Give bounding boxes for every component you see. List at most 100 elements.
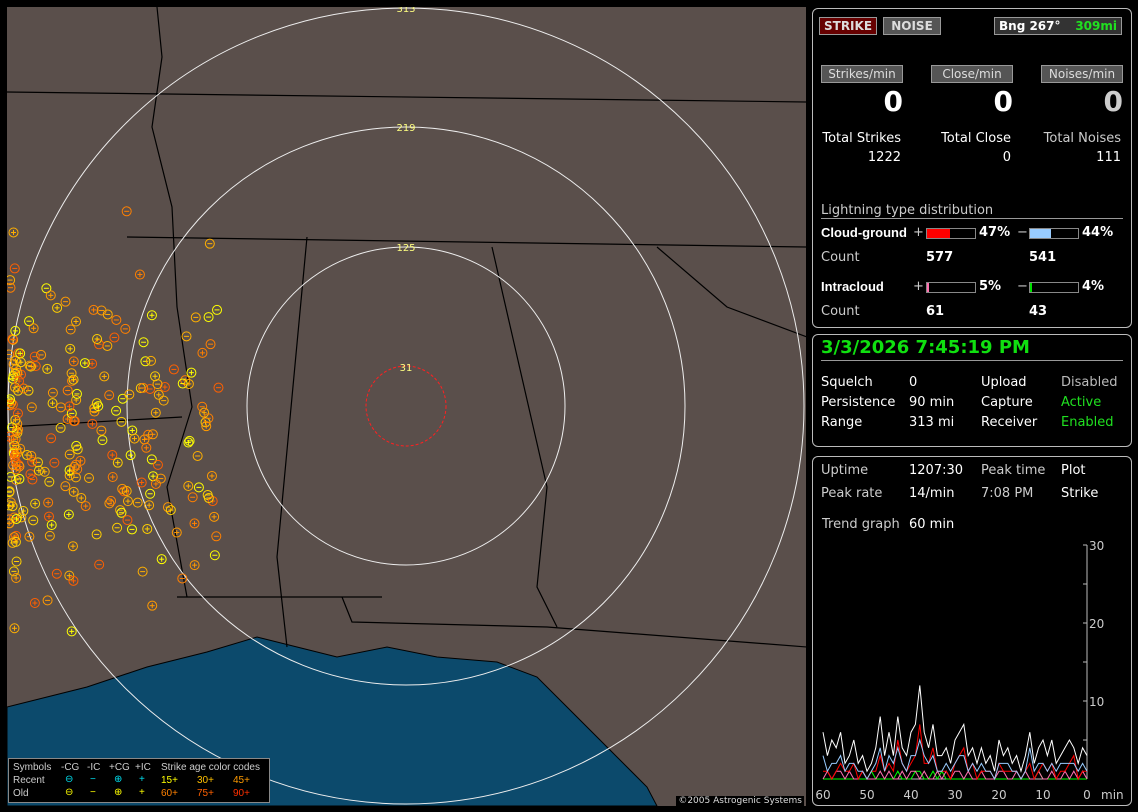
- y-tick-label: 20: [1089, 617, 1104, 631]
- strike-symbol: [72, 464, 83, 475]
- strike-symbol: [42, 363, 53, 374]
- strike-symbol: [79, 358, 90, 369]
- strike-symbol: [189, 560, 200, 571]
- strike-symbol: [122, 515, 133, 526]
- strike-symbol: [11, 556, 22, 567]
- strike-symbol: [96, 425, 107, 436]
- ic-minus-sign: −: [1017, 279, 1028, 294]
- strike-symbol: [27, 474, 38, 485]
- strike-symbol: [106, 495, 117, 506]
- strike-symbol: [64, 449, 75, 460]
- legend-age: 15+: [161, 775, 178, 786]
- noise-button[interactable]: NOISE: [883, 17, 941, 35]
- x-tick-label: 10: [1035, 788, 1050, 802]
- legend-symbol: −: [90, 774, 96, 785]
- trend-panel: Uptime 1207:30 Peak time Plot Peak rate 14/mi…: [812, 456, 1132, 806]
- strike-symbol: [190, 312, 201, 323]
- status-value2: Active: [1061, 395, 1102, 410]
- strike-symbol: [99, 371, 110, 382]
- strike-symbol: [152, 459, 163, 470]
- noises-per-min-value: 0: [1103, 85, 1123, 118]
- strike-symbol: [107, 471, 118, 482]
- cg-positive-bar: [926, 228, 976, 239]
- intracloud-label: Intracloud: [821, 279, 884, 294]
- strikes-per-min-button[interactable]: Strikes/min: [821, 65, 903, 83]
- strike-symbol: [16, 512, 27, 523]
- bearing-readout: Bng 267° 309mi: [994, 17, 1122, 35]
- legend-symbol: +: [139, 787, 145, 798]
- range-label-219: 219: [396, 123, 415, 134]
- strike-button[interactable]: STRIKE: [819, 17, 877, 35]
- range-rings: [7, 7, 805, 805]
- strike-symbol: [24, 316, 35, 327]
- cg-positive-pct: 47%: [979, 225, 1011, 240]
- strike-symbol: [46, 433, 57, 444]
- strike-symbol: [117, 393, 128, 404]
- strike-symbol: [129, 433, 140, 444]
- noises-per-min-button[interactable]: Noises/min: [1041, 65, 1123, 83]
- strike-symbol: [65, 324, 76, 335]
- strike-symbol: [43, 497, 54, 508]
- legend-old-label: Old: [13, 788, 29, 799]
- strike-symbol: [187, 492, 198, 503]
- x-tick-label: 50: [859, 788, 874, 802]
- legend-age: 30+: [197, 775, 214, 786]
- strike-symbol: [70, 472, 81, 483]
- stat-cell: Plot: [1061, 463, 1086, 478]
- strike-symbol: [144, 500, 155, 511]
- total-close-value: 0: [1002, 150, 1011, 165]
- strike-symbol: [121, 206, 132, 217]
- strike-symbol: [24, 531, 35, 542]
- strike-symbol: [68, 416, 79, 427]
- status-label2: Upload: [981, 375, 1027, 390]
- status-value: 90 min: [909, 395, 955, 410]
- strike-symbol: [62, 385, 73, 396]
- strike-symbol: [122, 496, 133, 507]
- strike-symbol: [18, 383, 29, 394]
- strike-symbol: [159, 382, 170, 393]
- strike-symbol: [47, 387, 58, 398]
- strike-symbol: [51, 568, 62, 579]
- strike-symbol: [91, 529, 102, 540]
- strike-symbol: [184, 435, 195, 446]
- strike-symbol: [209, 511, 220, 522]
- datetime: 3/3/2026 7:45:19 PM: [821, 337, 1030, 358]
- close-range-ring: [365, 365, 447, 447]
- strike-symbol: [87, 418, 98, 429]
- strike-symbol: [10, 382, 21, 393]
- strike-symbol: [28, 323, 39, 334]
- legend-symbol: +: [139, 774, 145, 785]
- strike-symbol: [104, 390, 115, 401]
- strike-symbol: [8, 227, 19, 238]
- legend-header-pos-cg: +CG: [109, 762, 130, 773]
- strike-symbol: [177, 573, 188, 584]
- total-close-label: Total Close: [941, 131, 1011, 146]
- trend-series-line: [822, 770, 1088, 781]
- strike-symbol: [42, 595, 53, 606]
- bearing-value: Bng 267°: [999, 19, 1061, 33]
- stat-cell: Uptime: [821, 463, 869, 478]
- total-noises-value: 111: [1096, 150, 1121, 165]
- strike-map[interactable]: 313 219 125 31: [7, 7, 806, 806]
- strike-symbol: [152, 379, 163, 390]
- strike-symbol: [26, 402, 37, 413]
- close-per-min-button[interactable]: Close/min: [931, 65, 1013, 83]
- strike-symbol: [80, 501, 91, 512]
- strike-symbol: [145, 383, 156, 394]
- strike-symbol: [10, 355, 21, 366]
- status-value2: Enabled: [1061, 415, 1114, 430]
- strike-symbol: [67, 541, 78, 552]
- strike-symbol: [49, 457, 60, 468]
- strike-symbol: [142, 523, 153, 534]
- trend-graph-value[interactable]: 60 min: [909, 517, 955, 532]
- status-value: 0: [909, 375, 918, 390]
- strike-symbol: [39, 466, 50, 477]
- strike-symbol: [203, 493, 214, 504]
- stat-cell: 7:08 PM: [981, 486, 1034, 501]
- strike-symbol: [41, 283, 52, 294]
- strike-symbol: [25, 361, 36, 372]
- legend-symbol: ⊖: [65, 774, 74, 785]
- trend-graph: 30 20 10 60 50 40 30 20 10 0 min: [815, 539, 1123, 802]
- strike-symbol: [92, 334, 103, 345]
- total-strikes-label: Total Strikes: [822, 131, 901, 146]
